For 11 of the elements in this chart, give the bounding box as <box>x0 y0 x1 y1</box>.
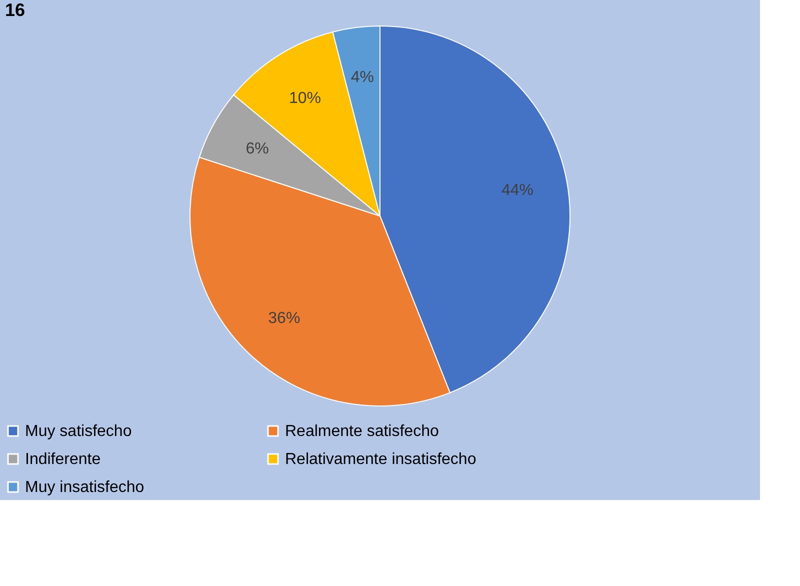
chart-title: 16 <box>5 0 26 20</box>
legend-label: Muy satisfecho <box>25 423 132 440</box>
legend-label: Muy insatisfecho <box>25 479 144 496</box>
legend-label: Relativamente insatisfecho <box>285 451 476 468</box>
legend-label: Indiferente <box>25 451 101 468</box>
data-label: 10% <box>288 90 321 107</box>
data-label: 6% <box>246 140 269 158</box>
legend-label: Realmente satisfecho <box>285 423 439 440</box>
data-label: 44% <box>502 182 534 199</box>
data-label: 36% <box>268 310 300 328</box>
data-label: 4% <box>350 69 374 86</box>
